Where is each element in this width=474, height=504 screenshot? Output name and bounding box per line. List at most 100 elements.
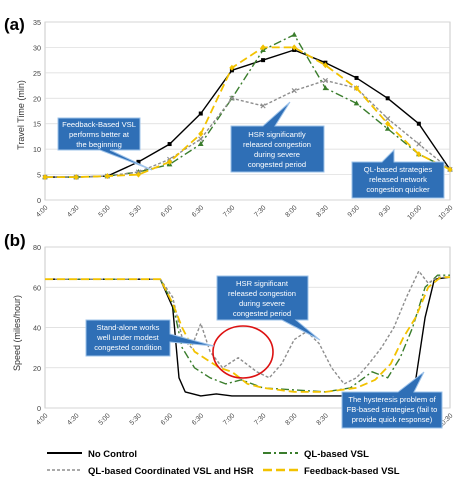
a-xtick-13: 10:30 (437, 204, 454, 221)
a-xtick-10: 9:00 (347, 204, 361, 218)
callout-a2-line2: released congestion (243, 140, 311, 149)
a-point-feedback-based-vsl-0 (42, 174, 48, 181)
a-ytick-0: 0 (37, 196, 41, 205)
b-xtick-6: 7:00 (222, 412, 236, 426)
callout-a2-line3: during severe (254, 150, 300, 159)
a-xtick-1: 4:30 (66, 204, 80, 218)
a-ytick-4: 20 (33, 94, 41, 103)
a-point-ql-based-coordinated-vsl-and-hsr-6 (229, 95, 235, 101)
panel-b-highlight-circle (212, 325, 274, 379)
panel-a-callout-hsr: HSR significantly released congestion du… (230, 101, 325, 173)
b-xtick-3: 5:30 (129, 412, 143, 426)
callout-b2-line1: Stand-alone works (97, 323, 160, 332)
callout-b2-line2: well under modest (96, 333, 160, 342)
a-xtick-8: 8:00 (284, 204, 298, 218)
a-series-feedback-based-vsl (45, 46, 451, 179)
b-series-feedback-based-vsl (45, 276, 450, 393)
b-xtick-2: 5:00 (97, 412, 111, 426)
legend-label-ql-vsl: QL-based VSL (304, 449, 369, 460)
panel-b-ylabel: Speed (miles/hour) (12, 295, 22, 371)
b-xtick-4: 6:00 (160, 412, 174, 426)
callout-a3-line2: released network (369, 175, 427, 184)
a-point-ql-based-vsl-9 (322, 85, 329, 91)
a-xtick-11: 9:30 (378, 204, 392, 218)
a-point-ql-based-vsl-5 (197, 141, 204, 147)
a-xtick-7: 7:30 (253, 204, 267, 218)
b-xtick-7: 7:30 (253, 412, 267, 426)
legend-label-ql-coord: QL-based Coordinated VSL and HSR (88, 466, 254, 477)
a-point-no-control-5 (198, 111, 203, 116)
a-series-no-control (45, 49, 451, 178)
callout-b1-line4: congested period (233, 309, 291, 318)
panel-b-callout-hysteresis: The hysteresis problem of FB-based strat… (341, 371, 443, 429)
a-xtick-0: 4:00 (35, 204, 49, 218)
callout-a1-line1: Feedback-Based VSL (62, 120, 136, 129)
a-xtick-3: 5:30 (129, 204, 143, 218)
b-xtick-0: 4:00 (35, 412, 49, 426)
a-xtick-6: 7:00 (222, 204, 236, 218)
panel-a-callout-feedback: Feedback-Based VSL performs better at th… (57, 117, 153, 171)
legend: No Control QL-based VSL QL-based Coordin… (47, 449, 400, 477)
a-xtick-12: 10:00 (406, 204, 423, 221)
b-xtick-8: 8:00 (284, 412, 298, 426)
a-ytick-5: 25 (33, 69, 41, 78)
a-ytick-2: 10 (33, 145, 41, 154)
callout-a3-line3: congestion quicker (366, 185, 430, 194)
b-xtick-9: 8:30 (315, 412, 329, 426)
a-point-feedback-based-vsl-13 (447, 166, 453, 173)
callout-a3-line1: QL-based strategies (364, 165, 433, 174)
panel-b-callout-hsr: HSR significant released congestion duri… (216, 275, 321, 341)
a-point-ql-based-coordinated-vsl-and-hsr-9 (322, 77, 329, 84)
a-point-no-control-7 (261, 58, 266, 63)
a-point-ql-based-coordinated-vsl-and-hsr-5 (198, 136, 204, 142)
a-ytick-3: 15 (33, 120, 41, 129)
callout-b1-line2: released congestion (228, 289, 296, 298)
callout-b3-line2: FB-based strategies (fail to (347, 405, 438, 414)
a-point-feedback-based-vsl-2 (104, 173, 110, 180)
callout-b1-line1: HSR significant (236, 279, 289, 288)
b-ytick-3: 60 (33, 283, 41, 292)
b-ytick-2: 40 (33, 324, 41, 333)
a-ytick-6: 30 (33, 43, 41, 52)
callout-b3-line3: provide quick response) (352, 415, 433, 424)
a-point-feedback-based-vsl-7 (260, 44, 266, 51)
legend-label-no-control: No Control (88, 449, 137, 460)
a-point-feedback-based-vsl-9 (322, 62, 328, 69)
a-point-ql-based-vsl-8 (291, 31, 298, 37)
panel-a-callout-ql: QL-based strategies released network con… (351, 148, 445, 199)
a-xtick-9: 8:30 (315, 204, 329, 218)
a-point-feedback-based-vsl-8 (291, 44, 297, 51)
a-point-feedback-based-vsl-1 (73, 174, 79, 181)
a-point-ql-based-coordinated-vsl-and-hsr-8 (291, 88, 297, 94)
a-xtick-4: 6:00 (160, 204, 174, 218)
b-xtick-5: 6:30 (191, 412, 205, 426)
a-point-no-control-4 (167, 142, 172, 147)
a-point-feedback-based-vsl-3 (135, 171, 142, 178)
panel-a-label: (a) (4, 15, 25, 34)
a-point-feedback-based-vsl-11 (385, 120, 391, 127)
a-point-ql-based-vsl-10 (353, 100, 360, 106)
a-point-feedback-based-vsl-4 (167, 158, 173, 165)
panel-b-label: (b) (4, 231, 26, 250)
callout-b2-line3: congested condition (94, 343, 162, 352)
callout-a1-line2: performs better at (69, 130, 130, 139)
a-point-no-control-3 (136, 159, 141, 164)
a-point-ql-based-coordinated-vsl-and-hsr-11 (385, 116, 391, 122)
legend-label-fb-vsl: Feedback-based VSL (304, 466, 400, 477)
a-point-ql-based-coordinated-vsl-and-hsr-12 (416, 141, 422, 147)
b-ytick-0: 0 (37, 404, 41, 413)
callout-a2-line1: HSR significantly (248, 130, 306, 139)
callout-a1-line3: the beginning (76, 140, 122, 149)
a-point-feedback-based-vsl-6 (229, 64, 235, 71)
panel-b-callout-standalone: Stand-alone works well under modest cong… (85, 319, 215, 357)
a-xtick-5: 6:30 (191, 204, 205, 218)
a-point-feedback-based-vsl-12 (416, 151, 422, 158)
a-xtick-2: 5:00 (97, 204, 111, 218)
b-xtick-1: 4:30 (66, 412, 80, 426)
a-point-no-control-11 (385, 96, 390, 101)
callout-b1-line3: during severe (239, 299, 285, 308)
b-ytick-1: 20 (33, 364, 41, 373)
b-series-ql-based-coordinated-vsl-and-hsr (45, 270, 450, 385)
